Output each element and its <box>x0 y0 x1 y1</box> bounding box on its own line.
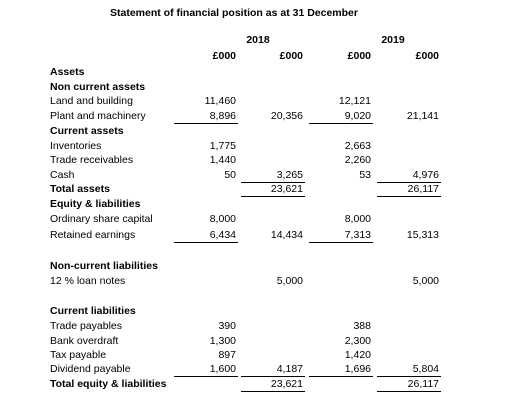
underline <box>309 376 373 377</box>
amount: 1,440 <box>209 154 236 166</box>
underline <box>377 196 441 197</box>
row-label: Current liabilities <box>50 305 136 317</box>
amount: 12,121 <box>338 95 371 107</box>
year: 2019 <box>381 34 405 46</box>
underline <box>309 123 373 124</box>
row-label: Current assets <box>50 125 124 137</box>
row-label: Trade payables <box>50 320 122 332</box>
underline <box>377 182 441 183</box>
amount: 2,300 <box>344 335 371 347</box>
amount: 7,313 <box>344 229 371 241</box>
amount: 50 <box>224 169 236 181</box>
amount: 1,600 <box>209 363 236 375</box>
amount: 897 <box>218 349 236 361</box>
unit-header: £000 <box>347 50 371 62</box>
underline <box>174 242 238 243</box>
row-label: Bank overdraft <box>50 335 119 347</box>
amount: 2,260 <box>344 154 371 166</box>
amount: 53 <box>359 169 371 181</box>
row-label: Land and building <box>50 95 133 107</box>
underline <box>241 182 305 183</box>
underline <box>174 376 238 377</box>
underline <box>241 196 305 197</box>
row-label: 12 % loan notes <box>50 275 126 287</box>
row-label: Non current assets <box>50 81 146 93</box>
amount: 23,621 <box>270 183 303 195</box>
row-label: Total assets <box>50 183 110 195</box>
underline <box>377 391 441 392</box>
amount: 4,187 <box>276 363 303 375</box>
row-label: Total equity & liabilities <box>50 378 167 390</box>
amount: 1,420 <box>344 349 371 361</box>
amount: 5,804 <box>412 363 439 375</box>
unit-header: £000 <box>212 50 236 62</box>
amount: 23,621 <box>270 378 303 390</box>
amount: 21,141 <box>406 110 439 122</box>
amount: 11,460 <box>204 95 236 107</box>
amount: 8,000 <box>209 213 236 225</box>
amount: 14,434 <box>270 229 303 241</box>
underline <box>309 242 373 243</box>
row-label: Tax payable <box>50 349 107 361</box>
row-label: Dividend payable <box>50 363 131 375</box>
row-label: Trade receivables <box>50 154 134 166</box>
amount: 390 <box>218 320 236 332</box>
amount: 3,265 <box>276 169 303 181</box>
unit-header: £000 <box>279 50 303 62</box>
amount: 15,313 <box>406 229 439 241</box>
amount: 20,356 <box>270 110 303 122</box>
amount: 5,000 <box>412 275 439 287</box>
unit-header: £000 <box>415 50 439 62</box>
amount: 26,117 <box>407 183 439 195</box>
underline <box>241 391 305 392</box>
row-label: Cash <box>50 169 75 181</box>
amount: 9,020 <box>344 110 371 122</box>
row-label: Inventories <box>50 140 102 152</box>
row-label: Assets <box>50 66 85 78</box>
amount: 8,000 <box>344 213 371 225</box>
amount: 1,300 <box>209 335 236 347</box>
amount: 5,000 <box>276 275 303 287</box>
title: Statement of financial position as at 31… <box>110 7 358 19</box>
row-label: Ordinary share capital <box>50 213 153 225</box>
underline <box>241 376 305 377</box>
underline <box>377 376 441 377</box>
amount: 388 <box>353 320 371 332</box>
amount: 2,663 <box>344 140 371 152</box>
year: 2018 <box>246 34 270 46</box>
row-label: Retained earnings <box>50 229 136 241</box>
underline <box>174 123 238 124</box>
row-label: Plant and machinery <box>50 110 146 122</box>
row-label: Equity & liabilities <box>50 198 141 210</box>
amount: 4,976 <box>412 169 439 181</box>
amount: 1,775 <box>209 140 236 152</box>
row-label: Non-current liabilities <box>50 260 158 272</box>
amount: 1,696 <box>344 363 371 375</box>
amount: 26,117 <box>407 378 439 390</box>
amount: 8,896 <box>209 110 236 122</box>
amount: 6,434 <box>209 229 236 241</box>
